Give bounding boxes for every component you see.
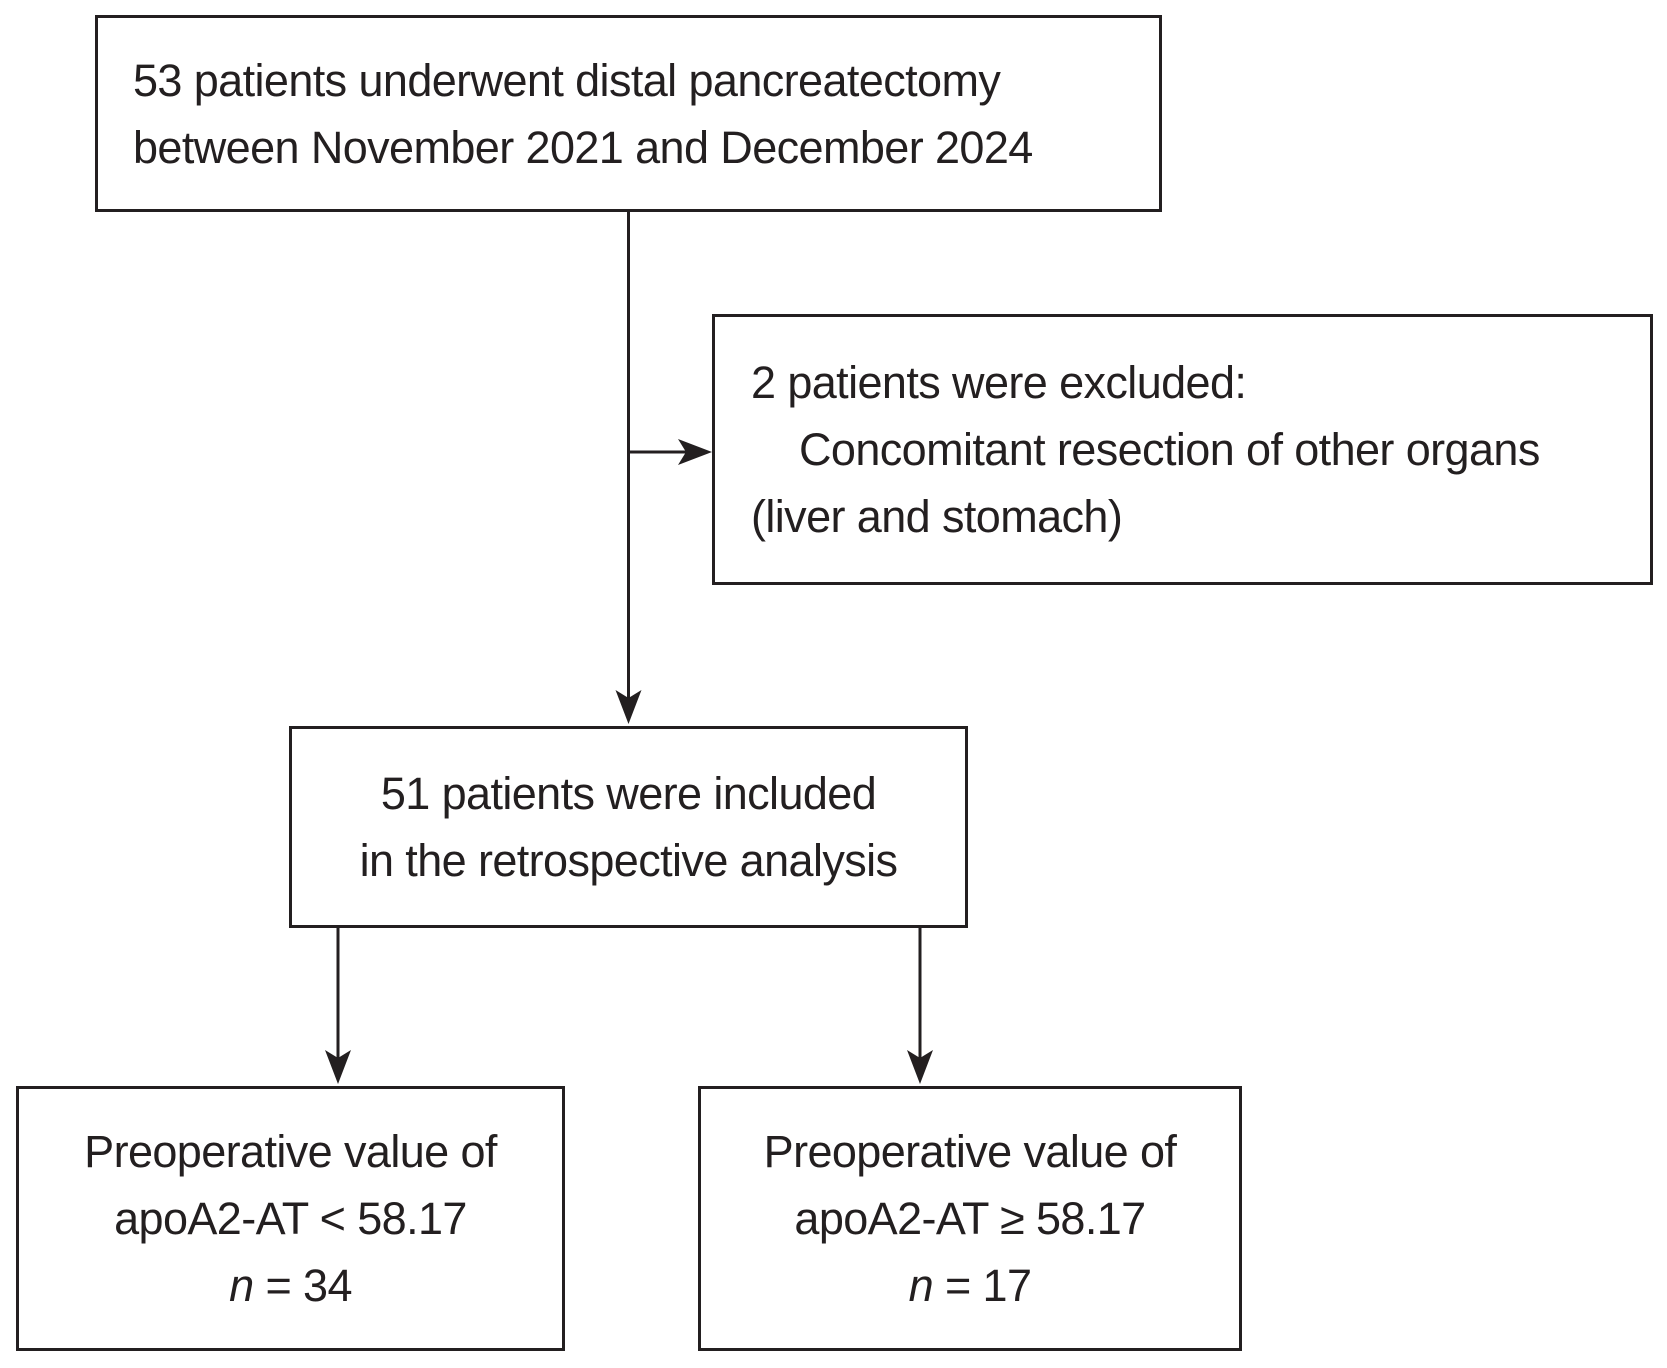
high-group-line-1: Preoperative value of xyxy=(763,1126,1177,1177)
n-symbol: n xyxy=(908,1260,934,1311)
high-group-line-2: apoA2-AT ≥ 58.17 xyxy=(794,1193,1146,1244)
connector-included-to-low-group xyxy=(325,928,351,1084)
included-line-2: in the retrospective analysis xyxy=(359,835,898,886)
n-value: = 17 xyxy=(933,1260,1032,1311)
arrow-right-icon xyxy=(678,439,712,465)
high-group-box: Preoperative value of apoA2-AT ≥ 58.17 n… xyxy=(698,1086,1242,1351)
low-group-line-2: apoA2-AT < 58.17 xyxy=(114,1193,467,1244)
arrow-down-icon xyxy=(907,1050,933,1084)
excluded-line-2: Concomitant resection of other organs xyxy=(799,424,1540,475)
excluded-box: 2 patients were excluded: Concomitant re… xyxy=(712,314,1653,585)
low-group-n-line: n = 34 xyxy=(19,1252,562,1319)
included-box: 51 patients were included in the retrosp… xyxy=(289,726,968,928)
n-value: = 34 xyxy=(253,1260,352,1311)
connector-included-to-high-group xyxy=(907,928,933,1084)
arrow-down-icon xyxy=(615,690,642,724)
enrollment-line-2: between November 2021 and December 2024 xyxy=(133,121,1033,173)
connector-enrollment-to-included xyxy=(615,212,642,724)
low-group-line-1: Preoperative value of xyxy=(84,1126,497,1177)
low-group-box: Preoperative value of apoA2-AT < 58.17 n… xyxy=(16,1086,565,1351)
included-line-1: 51 patients were included xyxy=(380,768,877,819)
excluded-line-1: 2 patients were excluded: xyxy=(751,357,1247,408)
excluded-line-3: (liver and stomach) xyxy=(751,491,1123,542)
enrollment-box: 53 patients underwent distal pancreatect… xyxy=(95,15,1162,212)
arrow-down-icon xyxy=(325,1050,351,1084)
high-group-n-line: n = 17 xyxy=(701,1252,1239,1319)
connector-to-excluded xyxy=(628,439,712,465)
n-symbol: n xyxy=(229,1260,254,1311)
enrollment-line-1: 53 patients underwent distal pancreatect… xyxy=(133,54,1001,106)
